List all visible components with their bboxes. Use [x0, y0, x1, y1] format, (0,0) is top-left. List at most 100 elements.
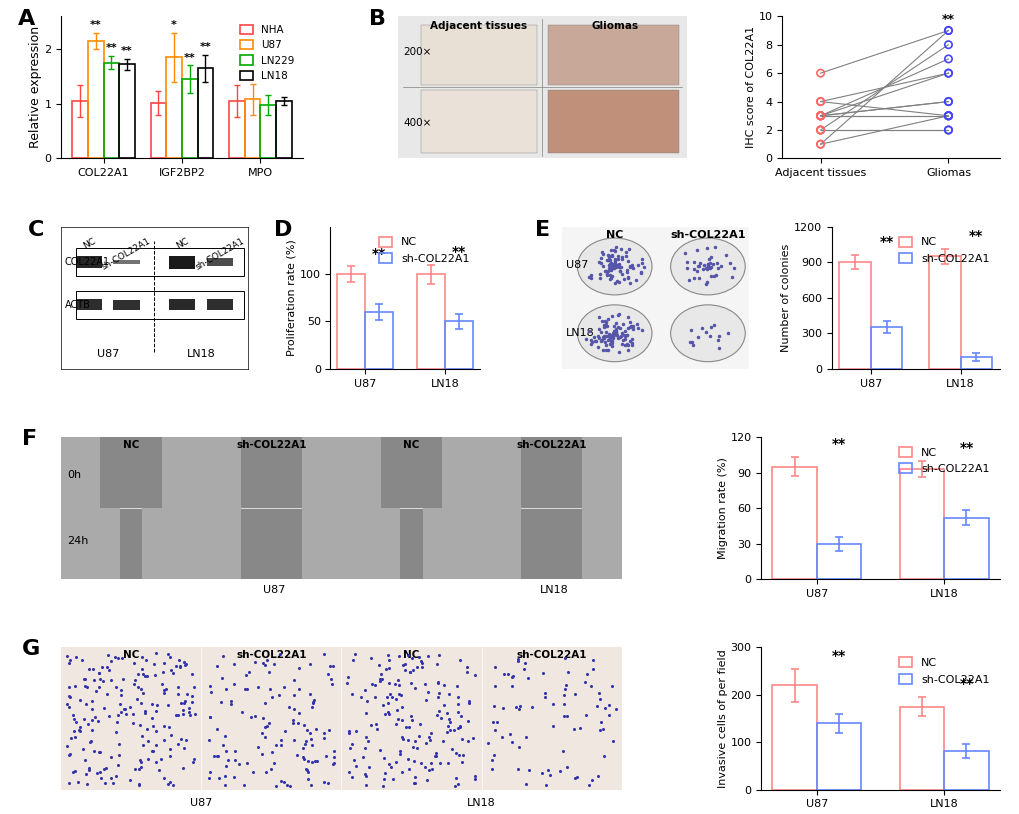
Y-axis label: IHC score of COL22A1: IHC score of COL22A1: [745, 26, 755, 148]
Y-axis label: Migration rate (%): Migration rate (%): [717, 457, 728, 559]
Text: B: B: [368, 9, 385, 29]
Bar: [181, 79, 198, 159]
Bar: [76, 256, 102, 268]
Point: [811, 124, 827, 137]
Bar: [76, 248, 244, 277]
Bar: [245, 99, 260, 159]
Point: [811, 109, 827, 122]
Bar: [198, 68, 213, 159]
Y-axis label: Proliferation rate (%): Proliferation rate (%): [286, 239, 297, 356]
Bar: [276, 101, 291, 159]
FancyBboxPatch shape: [420, 90, 536, 153]
FancyBboxPatch shape: [61, 437, 100, 508]
Legend: NC, sh-COL22A1: NC, sh-COL22A1: [894, 232, 994, 269]
Point: [811, 109, 827, 122]
Text: U87: U87: [263, 585, 285, 595]
Point: [940, 95, 956, 108]
FancyBboxPatch shape: [442, 437, 481, 508]
Point: [811, 109, 827, 122]
Bar: [151, 103, 166, 159]
FancyBboxPatch shape: [420, 24, 536, 85]
Point: [811, 138, 827, 151]
Text: U87: U87: [566, 260, 588, 270]
FancyBboxPatch shape: [548, 24, 678, 85]
FancyBboxPatch shape: [61, 647, 201, 790]
FancyBboxPatch shape: [481, 437, 621, 508]
Point: [811, 109, 827, 122]
FancyBboxPatch shape: [341, 508, 399, 580]
Text: A: A: [17, 9, 35, 29]
Text: NC: NC: [82, 237, 97, 251]
Text: 200×: 200×: [403, 47, 431, 57]
Legend: NC, sh-COL22A1: NC, sh-COL22A1: [374, 232, 474, 269]
Bar: [839, 262, 870, 369]
Point: [811, 67, 827, 80]
Text: G: G: [22, 639, 40, 659]
Bar: [816, 544, 861, 580]
Bar: [417, 274, 444, 369]
Bar: [76, 291, 244, 319]
FancyBboxPatch shape: [302, 437, 341, 508]
FancyBboxPatch shape: [481, 508, 621, 580]
FancyBboxPatch shape: [422, 508, 481, 580]
Bar: [944, 518, 987, 580]
Text: LN18: LN18: [539, 585, 569, 595]
Text: **: **: [941, 13, 954, 26]
Y-axis label: Relative expression: Relative expression: [29, 26, 42, 148]
Bar: [229, 101, 245, 159]
Legend: NC, sh-COL22A1: NC, sh-COL22A1: [894, 443, 994, 479]
Legend: NHA, U87, LN229, LN18: NHA, U87, LN229, LN18: [236, 21, 298, 85]
Point: [940, 124, 956, 137]
FancyBboxPatch shape: [143, 508, 201, 580]
Point: [940, 109, 956, 122]
FancyBboxPatch shape: [201, 647, 341, 790]
FancyBboxPatch shape: [302, 508, 341, 580]
Point: [940, 109, 956, 122]
FancyBboxPatch shape: [582, 437, 621, 508]
Bar: [337, 274, 365, 369]
Bar: [119, 64, 135, 159]
Text: **: **: [90, 20, 102, 30]
Point: [940, 109, 956, 122]
Bar: [166, 57, 181, 159]
Text: **: **: [451, 245, 466, 259]
Bar: [207, 300, 232, 310]
Bar: [928, 256, 960, 369]
Bar: [88, 41, 104, 159]
Text: NC: NC: [403, 650, 419, 660]
Bar: [899, 469, 944, 580]
FancyBboxPatch shape: [481, 647, 621, 790]
FancyBboxPatch shape: [201, 508, 240, 580]
Text: sh-COL22A1: sh-COL22A1: [669, 230, 745, 239]
FancyBboxPatch shape: [61, 437, 201, 508]
Point: [811, 109, 827, 122]
Bar: [899, 707, 944, 790]
Ellipse shape: [577, 305, 651, 361]
Text: **: **: [832, 437, 846, 452]
Bar: [113, 300, 140, 310]
Text: **: **: [372, 247, 386, 260]
Text: D: D: [273, 220, 291, 239]
Point: [940, 67, 956, 80]
Text: sh-COL22A1: sh-COL22A1: [194, 237, 246, 272]
Text: sh-COL22A1: sh-COL22A1: [235, 650, 307, 660]
Text: sh-COL22A1: sh-COL22A1: [235, 440, 307, 450]
Text: COL22A1: COL22A1: [65, 257, 110, 267]
Point: [811, 138, 827, 151]
Point: [940, 124, 956, 137]
Bar: [365, 312, 392, 369]
FancyBboxPatch shape: [61, 508, 201, 580]
Text: ACTB: ACTB: [65, 300, 91, 310]
Bar: [816, 724, 861, 790]
FancyBboxPatch shape: [61, 508, 120, 580]
Bar: [169, 300, 196, 310]
Text: C: C: [28, 220, 44, 239]
FancyBboxPatch shape: [341, 647, 481, 790]
Bar: [260, 105, 276, 159]
Text: **: **: [968, 229, 982, 243]
Text: sh-COL22A1: sh-COL22A1: [100, 237, 153, 272]
Point: [811, 95, 827, 108]
Text: NC: NC: [123, 440, 140, 450]
Legend: NC, sh-COL22A1: NC, sh-COL22A1: [894, 653, 994, 689]
Bar: [771, 466, 816, 580]
